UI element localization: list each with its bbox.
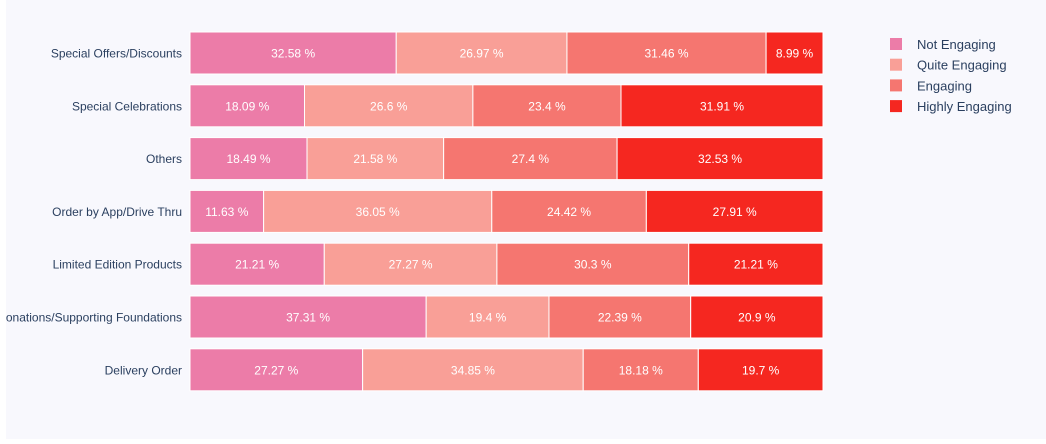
bar-limited-edition-products-engaging[interactable] — [496, 242, 690, 286]
bar-value-label: 27.4 % — [512, 152, 550, 166]
bar-delivery-order-engaging[interactable] — [582, 348, 699, 392]
y-axis-labels: Special Offers/Discounts Special Celebrat… — [0, 47, 182, 378]
bar-order-by-app-drive-thru-not-engaging[interactable] — [189, 189, 265, 233]
bar-special-offers-discounts-highly-engaging[interactable] — [765, 31, 824, 75]
legend-swatch — [890, 79, 902, 92]
bar-value-label: 19.4 % — [469, 311, 507, 325]
bar-others-highly-engaging[interactable] — [616, 137, 824, 181]
bar-value-label: 18.18 % — [619, 363, 663, 377]
bars-layer: 32.58 % 26.97 % 31.46 % 8.99 % 18.09 % 26.6 %… — [189, 31, 824, 392]
bar-value-label: 36.05 % — [356, 205, 400, 219]
y-tick-label: Donations/Supporting Foundations — [6, 311, 182, 325]
bar-value-label: 11.63 % — [205, 205, 248, 219]
bar-value-label: 27.27 % — [389, 258, 433, 272]
bar-value-label: 8.99 % — [776, 47, 814, 61]
bar-limited-edition-products-quite-engaging[interactable] — [323, 242, 498, 286]
legend-swatch — [890, 58, 902, 71]
bar-value-label: 23.4 % — [528, 99, 566, 113]
bar-value-label: 37.31 % — [286, 311, 330, 325]
bar-value-label: 32.53 % — [698, 152, 742, 166]
bar-order-by-app-drive-thru-highly-engaging[interactable] — [645, 189, 824, 233]
legend-item-quite-engaging[interactable]: Quite Engaging — [890, 58, 1007, 73]
y-tick-label: Order by App/Drive Thru — [52, 205, 182, 219]
y-tick-label: Delivery Order — [105, 363, 182, 377]
bar-special-offers-discounts-engaging[interactable] — [566, 31, 767, 75]
stacked-bar-chart: 32.58 % 26.97 % 31.46 % 8.99 % 18.09 % 26.6 %… — [0, 31, 1012, 392]
bar-limited-edition-products-highly-engaging[interactable] — [688, 242, 824, 286]
bar-limited-edition-products-not-engaging[interactable] — [189, 242, 325, 286]
bar-value-label: 26.6 % — [370, 99, 408, 113]
legend-label: Highly Engaging — [917, 99, 1012, 114]
bar-value-label: 18.49 % — [226, 152, 270, 166]
legend-item-highly-engaging[interactable]: Highly Engaging — [890, 99, 1012, 114]
y-tick-label: Special Celebrations — [72, 99, 182, 113]
bar-value-label: 24.42 % — [547, 205, 591, 219]
legend-item-not-engaging[interactable]: Not Engaging — [890, 37, 996, 52]
bar-delivery-order-highly-engaging[interactable] — [697, 348, 824, 392]
bar-value-label: 20.9 % — [738, 311, 776, 325]
bar-donations-supporting-foundations-engaging[interactable] — [548, 295, 692, 339]
bar-others-not-engaging[interactable] — [189, 137, 308, 181]
bar-value-label: 21.58 % — [353, 152, 397, 166]
bar-value-label: 31.91 % — [700, 99, 744, 113]
bar-donations-supporting-foundations-quite-engaging[interactable] — [425, 295, 550, 339]
legend-item-engaging[interactable]: Engaging — [890, 78, 972, 93]
bar-donations-supporting-foundations-not-engaging[interactable] — [189, 295, 427, 339]
legend-label: Not Engaging — [917, 37, 996, 52]
bar-special-celebrations-engaging[interactable] — [472, 84, 622, 128]
bar-value-label: 31.46 % — [644, 47, 688, 61]
y-tick-label: Limited Edition Products — [53, 258, 182, 272]
bar-value-label: 30.3 % — [574, 258, 612, 272]
legend-label: Engaging — [917, 78, 972, 93]
legend-swatch — [890, 100, 902, 113]
bar-value-label: 34.85 % — [451, 363, 495, 377]
bar-special-offers-discounts-not-engaging[interactable] — [189, 31, 397, 75]
bar-value-label: 21.21 % — [235, 258, 279, 272]
bar-value-label: 22.39 % — [598, 311, 642, 325]
bar-special-celebrations-highly-engaging[interactable] — [620, 84, 824, 128]
y-tick-label: Others — [146, 152, 182, 166]
bar-order-by-app-drive-thru-quite-engaging[interactable] — [263, 189, 493, 233]
bar-value-label: 27.91 % — [713, 205, 757, 219]
bar-special-offers-discounts-quite-engaging[interactable] — [395, 31, 568, 75]
legend[interactable]: Not Engaging Quite Engaging Engaging Highly… — [890, 37, 1012, 114]
bar-delivery-order-not-engaging[interactable] — [189, 348, 364, 392]
bar-value-label: 26.97 % — [460, 47, 504, 61]
legend-label: Quite Engaging — [917, 58, 1007, 73]
bar-value-label: 19.7 % — [742, 363, 780, 377]
bar-value-label: 21.21 % — [734, 258, 778, 272]
y-tick-label: Special Offers/Discounts — [51, 47, 182, 61]
bar-donations-supporting-foundations-highly-engaging[interactable] — [690, 295, 824, 339]
bar-special-celebrations-quite-engaging[interactable] — [304, 84, 474, 128]
legend-swatch — [890, 38, 902, 50]
bar-value-label: 32.58 % — [271, 47, 315, 61]
bar-value-label: 18.09 % — [225, 99, 269, 113]
bar-others-quite-engaging[interactable] — [306, 137, 445, 181]
bar-special-celebrations-not-engaging[interactable] — [189, 84, 306, 128]
bar-value-label: 27.27 % — [254, 363, 298, 377]
